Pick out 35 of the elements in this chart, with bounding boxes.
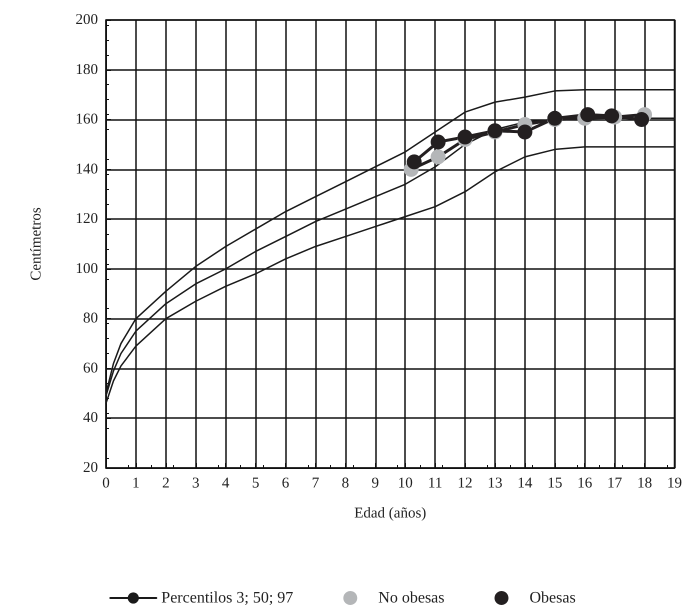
y-tick-label: 120 xyxy=(76,211,98,228)
x-tick-label: 5 xyxy=(252,476,260,492)
x-tick-label: 19 xyxy=(667,476,682,492)
y-tick-label: 80 xyxy=(83,310,98,327)
y-tick-label: 180 xyxy=(76,62,98,78)
x-tick-label: 18 xyxy=(637,476,652,492)
y-tick-label: 200 xyxy=(76,12,98,28)
legend-label: Obesas xyxy=(529,590,576,606)
x-tick-label: 9 xyxy=(372,476,380,492)
x-tick-label: 13 xyxy=(487,476,502,492)
legend-label: No obesas xyxy=(378,590,444,606)
x-tick-label: 10 xyxy=(398,476,413,492)
y-tick-label: 60 xyxy=(83,360,98,376)
x-tick-label: 12 xyxy=(458,476,473,492)
x-tick-label: 7 xyxy=(312,476,320,492)
x-tick-label: 3 xyxy=(192,476,200,492)
x-tick-label: 6 xyxy=(282,476,290,492)
x-tick-label: 0 xyxy=(102,476,110,492)
x-tick-label: 16 xyxy=(577,476,593,492)
y-axis-title: Centímetros xyxy=(28,207,44,281)
y-tick-label: 40 xyxy=(83,410,98,426)
x-axis-title: Edad (años) xyxy=(354,506,426,522)
x-tick-label: 15 xyxy=(547,476,562,492)
y-tick-label: 140 xyxy=(76,161,98,178)
x-tick-label: 8 xyxy=(342,476,350,492)
x-tick-label: 11 xyxy=(428,476,442,492)
x-tick-label: 2 xyxy=(162,476,170,492)
y-tick-label: 160 xyxy=(76,112,98,128)
x-tick-label: 17 xyxy=(607,476,623,492)
x-tick-label: 14 xyxy=(517,476,533,492)
x-tick-label: 1 xyxy=(132,476,140,492)
y-tick-label: 100 xyxy=(76,260,98,277)
y-tick-label: 20 xyxy=(83,460,98,476)
x-tick-label: 4 xyxy=(222,476,230,492)
legend-label: Percentilos 3; 50; 97 xyxy=(161,590,294,606)
